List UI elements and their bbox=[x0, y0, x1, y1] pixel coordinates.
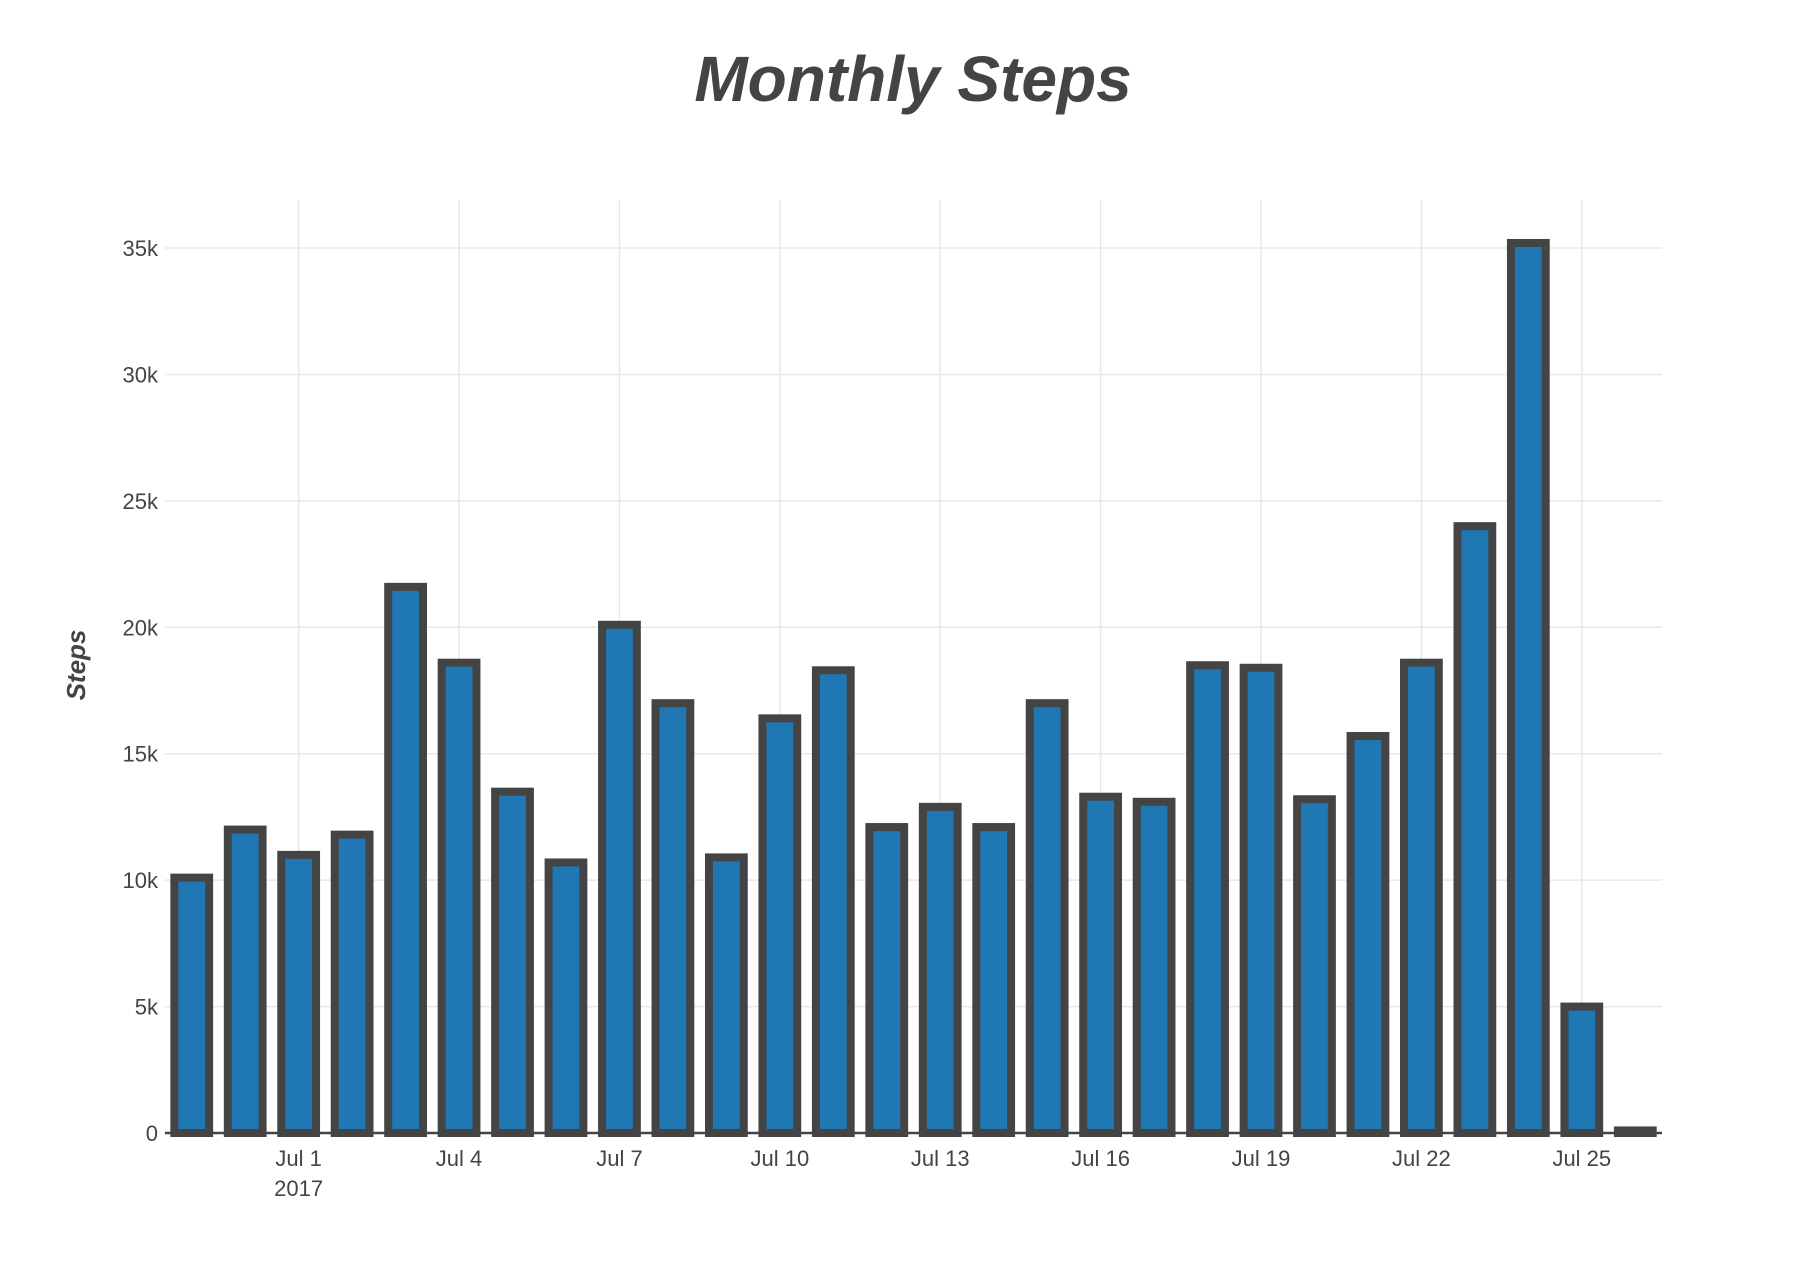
bar[interactable] bbox=[918, 802, 962, 1138]
bar[interactable] bbox=[437, 658, 481, 1138]
y-tick-label: 25k bbox=[123, 489, 159, 514]
bars bbox=[170, 238, 1657, 1138]
x-tick-label: Jul 25 bbox=[1552, 1146, 1611, 1171]
bar[interactable] bbox=[1400, 658, 1443, 1138]
y-tick-label: 5k bbox=[135, 995, 159, 1020]
bar[interactable] bbox=[491, 787, 534, 1137]
y-tick-label: 20k bbox=[123, 615, 159, 640]
chart-title: Monthly Steps bbox=[694, 43, 1131, 115]
axes: 0 5k 10k 15k 20k 25k 30k 35k Jul 1 2017 Jul 4 Jul 7… bbox=[123, 236, 1662, 1201]
bar[interactable] bbox=[1186, 661, 1229, 1137]
y-tick-label: 35k bbox=[123, 236, 159, 261]
x-tick-label: Jul 4 bbox=[436, 1146, 482, 1171]
x-tick-label: Jul 1 bbox=[275, 1146, 321, 1171]
bar[interactable] bbox=[598, 620, 641, 1138]
bar[interactable] bbox=[170, 873, 214, 1138]
bar[interactable] bbox=[1453, 522, 1497, 1137]
x-tick-label: Jul 13 bbox=[911, 1146, 970, 1171]
y-tick-label: 10k bbox=[123, 868, 159, 893]
x-year-label: 2017 bbox=[274, 1176, 323, 1201]
bar[interactable] bbox=[1132, 797, 1176, 1137]
bar[interactable] bbox=[1560, 1002, 1604, 1137]
y-tick-label: 30k bbox=[123, 362, 159, 387]
bar[interactable] bbox=[544, 858, 588, 1137]
bar[interactable] bbox=[1025, 699, 1069, 1137]
x-tick-label: Jul 16 bbox=[1071, 1146, 1130, 1171]
bar[interactable] bbox=[1506, 238, 1550, 1137]
bar[interactable] bbox=[330, 830, 374, 1137]
bar[interactable] bbox=[651, 699, 695, 1137]
bar[interactable] bbox=[972, 823, 1016, 1137]
bar[interactable] bbox=[1346, 732, 1390, 1137]
x-tick-label: Jul 7 bbox=[596, 1146, 642, 1171]
bar[interactable] bbox=[223, 825, 267, 1138]
bar[interactable] bbox=[1079, 792, 1123, 1137]
y-axis-label: Steps bbox=[61, 630, 91, 701]
bar[interactable] bbox=[758, 714, 802, 1137]
bar[interactable] bbox=[384, 582, 427, 1137]
x-tick-label: Jul 22 bbox=[1392, 1146, 1451, 1171]
x-tick-label: Jul 10 bbox=[750, 1146, 809, 1171]
bar[interactable] bbox=[277, 850, 321, 1138]
bar[interactable] bbox=[704, 853, 748, 1137]
bar[interactable] bbox=[811, 666, 855, 1137]
x-tick-label: Jul 19 bbox=[1232, 1146, 1291, 1171]
y-tick-label: 0 bbox=[146, 1121, 158, 1146]
y-tick-label: 15k bbox=[123, 742, 159, 767]
bar[interactable] bbox=[1293, 795, 1336, 1137]
bar[interactable] bbox=[1239, 663, 1283, 1137]
bar[interactable] bbox=[865, 823, 909, 1137]
